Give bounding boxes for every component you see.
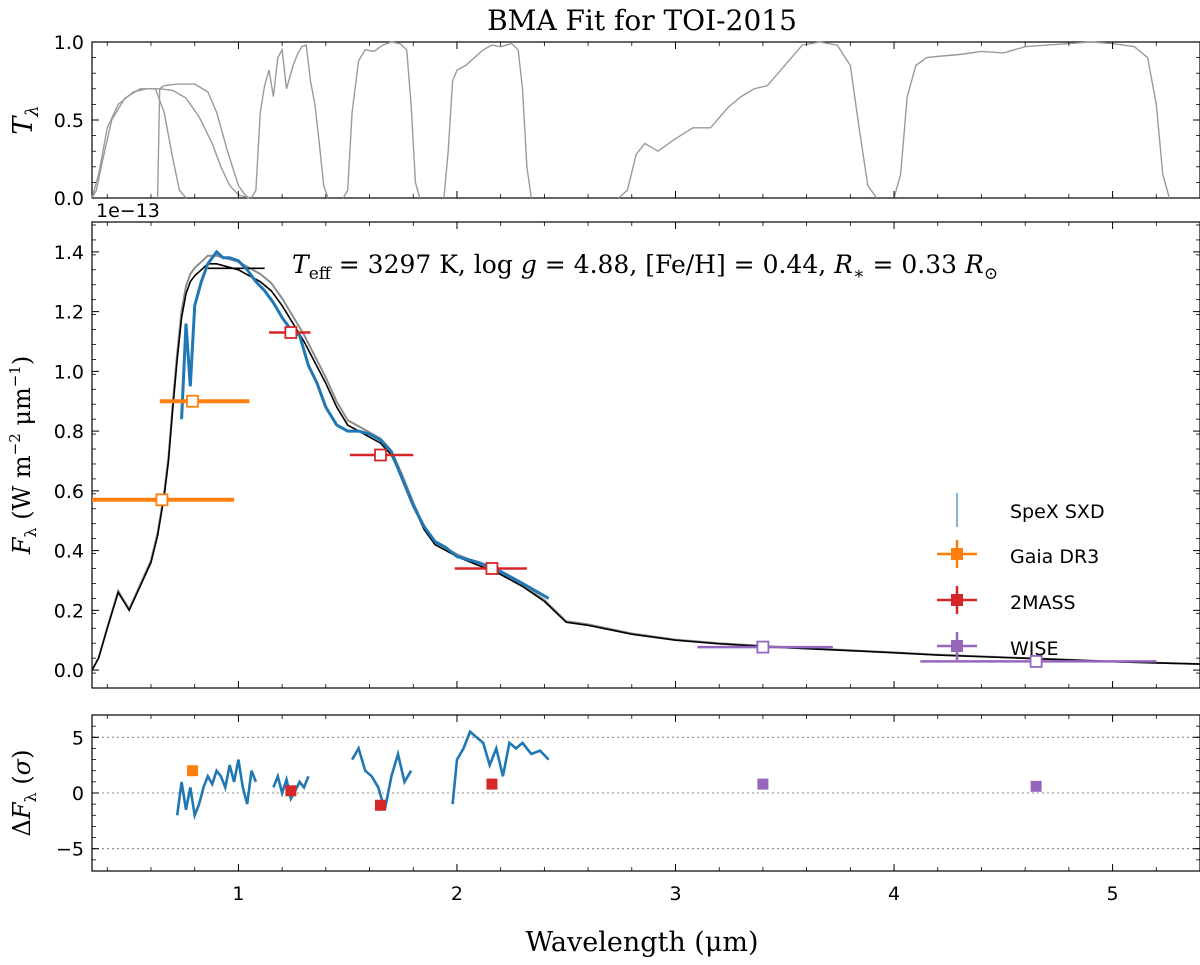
y-tick-label: 0.5 [54,110,84,132]
residual-plot [92,729,1200,850]
residual-point-2mass-1 [285,785,297,797]
y-tick-label: 1.0 [54,32,84,54]
filter-curve-wise-w2 [893,41,1171,199]
legend-wise-marker [951,640,963,652]
photometry-point-wise-5 [697,640,833,654]
sed-y-label: Fλ (W m−2 μm−1) [6,356,40,555]
offset-text: 1e−13 [96,200,160,222]
x-tick-label: 3 [669,883,681,905]
photometry-point-2mass-2 [269,326,311,339]
transmission-panel-frame [91,41,1200,199]
legend-entry-gaia: Gaia DR3 [937,540,1099,568]
model-spectrum [91,263,1200,671]
x-tick-label: 1 [232,883,244,905]
legend-entry-spex: SpeX SXD [956,493,1105,527]
y-tick-label: 5 [72,727,84,749]
y-tick-label: 1.4 [54,242,84,264]
residual-y-label: ΔFλ (σ) [8,750,40,837]
y-tick-label: 0.2 [54,600,84,622]
residual-point-2mass-2 [374,799,386,811]
y-tick-label: 1.2 [54,302,84,324]
filter-curve-gaia-bp [91,88,187,199]
chart-title: BMA Fit for TOI-2015 [487,4,797,37]
axis-ticks: 1 2 3 4 5 0.0 0.5 1.0 0.0 0.2 0.4 0.6 0.8 1.0 1.2 1.4 −5… [54,32,1200,905]
spex-residual-segment-2 [350,745,413,811]
residual-point-2mass-3 [486,778,498,790]
spex-residual-segment-3 [451,729,550,805]
spex-sxd-spectrum [180,249,550,600]
photometry-marker [756,640,770,654]
x-tick-label: 2 [451,883,463,905]
y-tick-label: 1.0 [54,361,84,383]
filter-curve-gaia-rp [156,83,250,199]
x-tick-label: 5 [1107,883,1119,905]
residual-point-wise-5 [1030,780,1042,792]
x-tick-label: 4 [888,883,900,905]
filter-curve-wise-w1 [618,41,878,199]
filter-curve-2mass-h [342,41,421,199]
photometry-point-2mass-4 [454,562,527,575]
photometry-point-gaia-dr3-0 [92,493,235,507]
photometry-marker [155,493,169,507]
legend: SpeX SXD Gaia DR3 2MASS WISE [937,493,1105,660]
filter-curve-2mass-ks [443,42,532,199]
legend-entry-wise: WISE [937,632,1058,660]
legend-gaia-marker [951,548,963,560]
legend-2mass-marker [951,594,963,606]
sed-plot [91,249,1200,671]
y-tick-label: 0.0 [54,660,84,682]
photometry-marker [186,394,199,408]
y-tick-label: 0 [72,783,84,805]
photometry-point-2mass-3 [349,448,414,462]
y-tick-label: −5 [56,839,84,861]
legend-spex-label: SpeX SXD [1010,501,1105,523]
filter-curve-2mass-j [250,44,329,199]
spex-residual-segment-1 [272,772,310,803]
transmission-y-label: Tλ [8,105,43,134]
y-tick-label: 0.0 [54,188,84,210]
photometry-point-wise-6 [920,655,1157,668]
photometry-marker [374,448,387,462]
residual-point-gaia-dr3-0 [187,765,199,777]
x-axis-label: Wavelength (μm) [525,927,758,958]
legend-wise-label: WISE [1010,638,1058,660]
residual-point-wise-4 [757,778,769,790]
y-tick-label: 0.6 [54,481,84,503]
photometry-marker [485,562,499,575]
spex-residual-segment-0 [175,759,258,821]
legend-2mass-label: 2MASS [1010,592,1076,614]
photometry-marker [1029,655,1043,668]
transmission-curves [91,41,1171,199]
legend-entry-2mass: 2MASS [937,586,1076,614]
fit-parameters-annotation: Teff = 3297 K, log g = 4.88, [Fe/H] = 0.… [292,250,998,284]
photometry-point-gaia-dr3-1 [159,394,250,408]
filter-curve-gaia-g [91,88,250,199]
y-tick-label: 0.8 [54,421,84,443]
legend-gaia-label: Gaia DR3 [1010,546,1099,568]
y-tick-label: 0.4 [54,541,84,563]
sed-panel-frame [91,221,1200,689]
photometry-marker [284,326,298,339]
